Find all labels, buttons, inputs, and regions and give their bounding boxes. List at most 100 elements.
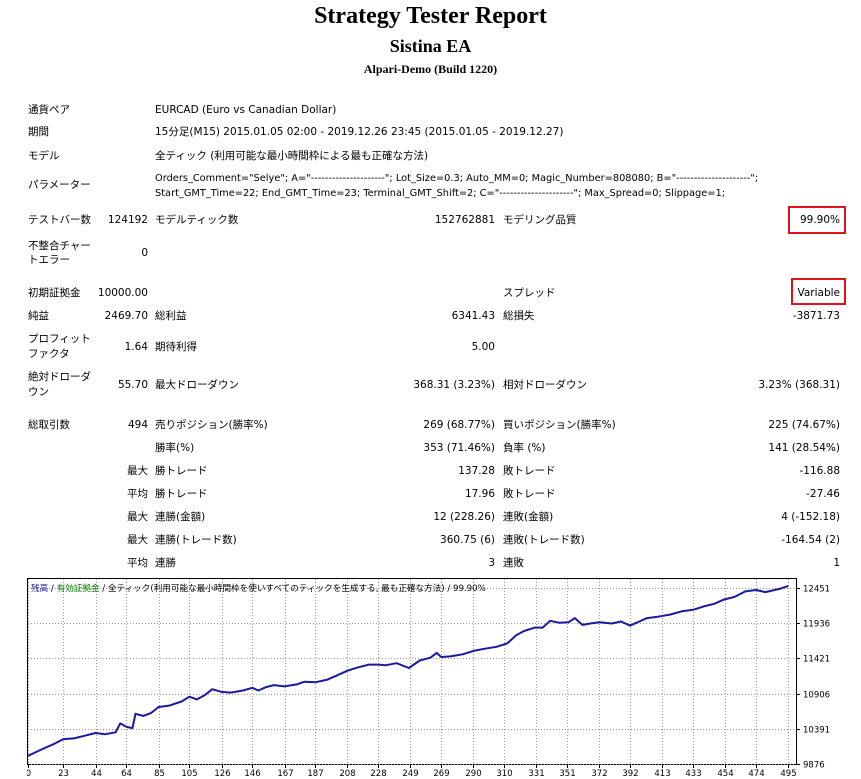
gross-profit-label: 総利益: [155, 310, 187, 322]
x-tick-label: 208: [339, 769, 355, 778]
x-tick-label: 249: [402, 769, 418, 778]
max-prefix: 最大: [127, 534, 148, 546]
expected-payoff-label: 期待利得: [155, 341, 197, 353]
x-tick-label: 433: [685, 769, 701, 778]
x-tick-label: 331: [528, 769, 544, 778]
legend-description: / 全ティック(利用可能な最小時間枠を使いすべてのティックを生成する, 最も正確…: [100, 582, 486, 594]
x-tick-label: 372: [591, 769, 607, 778]
quality-value: 99.90%: [799, 214, 840, 226]
average-prefix: 平均: [127, 488, 148, 500]
symbol-value: EURCAD (Euro vs Canadian Dollar): [155, 104, 337, 116]
relative-drawdown-label: 相対ドローダウン: [503, 379, 587, 391]
max-drawdown-value: 368.31 (3.23%): [413, 379, 495, 391]
loss-rate-value: 141 (28.54%): [768, 442, 840, 454]
legend-equity: 有効証拠金: [57, 582, 100, 594]
absolute-drawdown-value: 55.70: [117, 379, 148, 391]
long-positions-label: 買いポジション(勝率%): [503, 419, 616, 431]
report-title: Strategy Tester Report: [314, 3, 547, 29]
model-value: 全ティック (利用可能な最小時間枠による最も正確な方法): [155, 150, 429, 162]
mismatch-value: 0: [141, 247, 148, 259]
consecutive-wins-money-label: 連勝(金額): [155, 511, 206, 523]
loss-rate-label: 負率 (%): [503, 442, 546, 454]
average-loss-label: 敗トレード: [503, 488, 556, 500]
chart-legend: 残高 / 有効証拠金 / 全ティック(利用可能な最小時間枠を使いすべてのティック…: [31, 582, 486, 594]
average-prefix: 平均: [127, 557, 148, 569]
x-tick-label: 413: [654, 769, 670, 778]
bars-label: テストバー数: [28, 214, 91, 226]
average-consecutive-wins-label: 連勝: [155, 557, 176, 569]
plot-frame: [27, 578, 797, 765]
consecutive-profit-label: 連勝(トレード数): [155, 534, 237, 546]
x-axis-ticks: 0 23 44 64 85 105 126 146 167 187 208 228 249 269 290 3…: [27, 764, 797, 778]
y-tick-label: 10391: [803, 726, 830, 736]
legend-separator: /: [48, 584, 56, 594]
consecutive-loss-value: -164.54 (2): [781, 534, 840, 546]
spread-highlight-box: [791, 278, 846, 305]
x-tick-label: 474: [748, 769, 764, 778]
x-tick-label: 167: [277, 769, 293, 778]
y-tick-label: 11421: [803, 655, 830, 665]
win-rate-label: 勝率(%): [155, 442, 195, 454]
x-tick-label: 126: [214, 769, 230, 778]
x-tick-label: 228: [370, 769, 386, 778]
x-tick-label: 454: [717, 769, 733, 778]
x-tick-label: 392: [622, 769, 638, 778]
x-tick-label: 146: [244, 769, 260, 778]
average-consecutive-losses-value: 1: [833, 557, 840, 569]
x-tick-label: 64: [121, 769, 132, 778]
x-tick-label: 187: [307, 769, 323, 778]
average-profit-value: 17.96: [464, 488, 495, 500]
period-label: 期間: [28, 126, 49, 138]
average-consecutive-wins-value: 3: [488, 557, 495, 569]
x-tick-label: 290: [465, 769, 481, 778]
consecutive-loss-label: 連敗(トレード数): [503, 534, 585, 546]
mismatch-label-line-1: 不整合チャー: [28, 240, 91, 252]
largest-profit-label: 勝トレード: [155, 465, 208, 477]
total-trades-value: 494: [127, 419, 148, 431]
profit-factor-label-line-1: プロフィット: [28, 333, 91, 345]
gross-loss-value: -3871.73: [792, 310, 840, 322]
y-tick-label: 11936: [803, 620, 830, 630]
parameters-line-1: Orders_Comment="Selye"; A="-------------…: [155, 173, 759, 184]
ticks-label: モデルティック数: [155, 214, 239, 226]
legend-balance: 残高: [31, 582, 49, 594]
total-trades-label: 総取引数: [28, 419, 70, 431]
consecutive-profit-value: 360.75 (6): [440, 534, 495, 546]
largest-loss-label: 敗トレード: [503, 465, 556, 477]
long-positions-value: 225 (74.67%): [768, 419, 840, 431]
profit-factor-value: 1.64: [124, 341, 148, 353]
balance-chart: 残高 / 有効証拠金 / 全ティック(利用可能な最小時間枠を使いすべてのティック…: [27, 578, 833, 778]
short-positions-value: 269 (68.77%): [423, 419, 495, 431]
max-prefix: 最大: [127, 511, 148, 523]
x-tick-label: 23: [58, 769, 69, 778]
spread-value: Variable: [797, 287, 840, 299]
x-tick-label: 105: [181, 769, 197, 778]
net-profit-value: 2469.70: [104, 310, 148, 322]
spread-label: スプレッド: [503, 287, 556, 299]
period-value: 15分足(M15) 2015.01.05 02:00 - 2019.12.26 …: [155, 126, 564, 138]
short-positions-label: 売りポジション(勝率%): [155, 419, 268, 431]
y-tick-label: 10906: [803, 691, 830, 701]
max-prefix: 最大: [127, 465, 148, 477]
y-tick-label: 12451: [803, 585, 830, 595]
gross-profit-value: 6341.43: [451, 310, 495, 322]
average-loss-value: -27.46: [806, 488, 840, 500]
relative-drawdown-value: 3.23% (368.31): [758, 379, 840, 391]
average-consecutive-losses-label: 連敗: [503, 557, 524, 569]
profit-factor-label-line-2: ファクタ: [28, 348, 70, 360]
consecutive-losses-money-label: 連敗(金額): [503, 511, 554, 523]
x-tick-label: 44: [91, 769, 102, 778]
x-tick-label: 0: [27, 769, 31, 778]
ea-name: Sistina EA: [389, 36, 472, 56]
largest-loss-value: -116.88: [799, 465, 840, 477]
server-build: Alpari-Demo (Build 1220): [363, 62, 498, 76]
largest-profit-value: 137.28: [458, 465, 495, 477]
consecutive-wins-money-value: 12 (228.26): [433, 511, 495, 523]
y-tick-label: 9876: [803, 761, 825, 771]
max-drawdown-label: 最大ドローダウン: [155, 379, 239, 391]
x-tick-label: 85: [154, 769, 165, 778]
consecutive-losses-money-value: 4 (-152.18): [781, 511, 840, 523]
x-tick-label: 269: [433, 769, 449, 778]
win-rate-value: 353 (71.46%): [423, 442, 495, 454]
quality-label: モデリング品質: [503, 214, 577, 226]
